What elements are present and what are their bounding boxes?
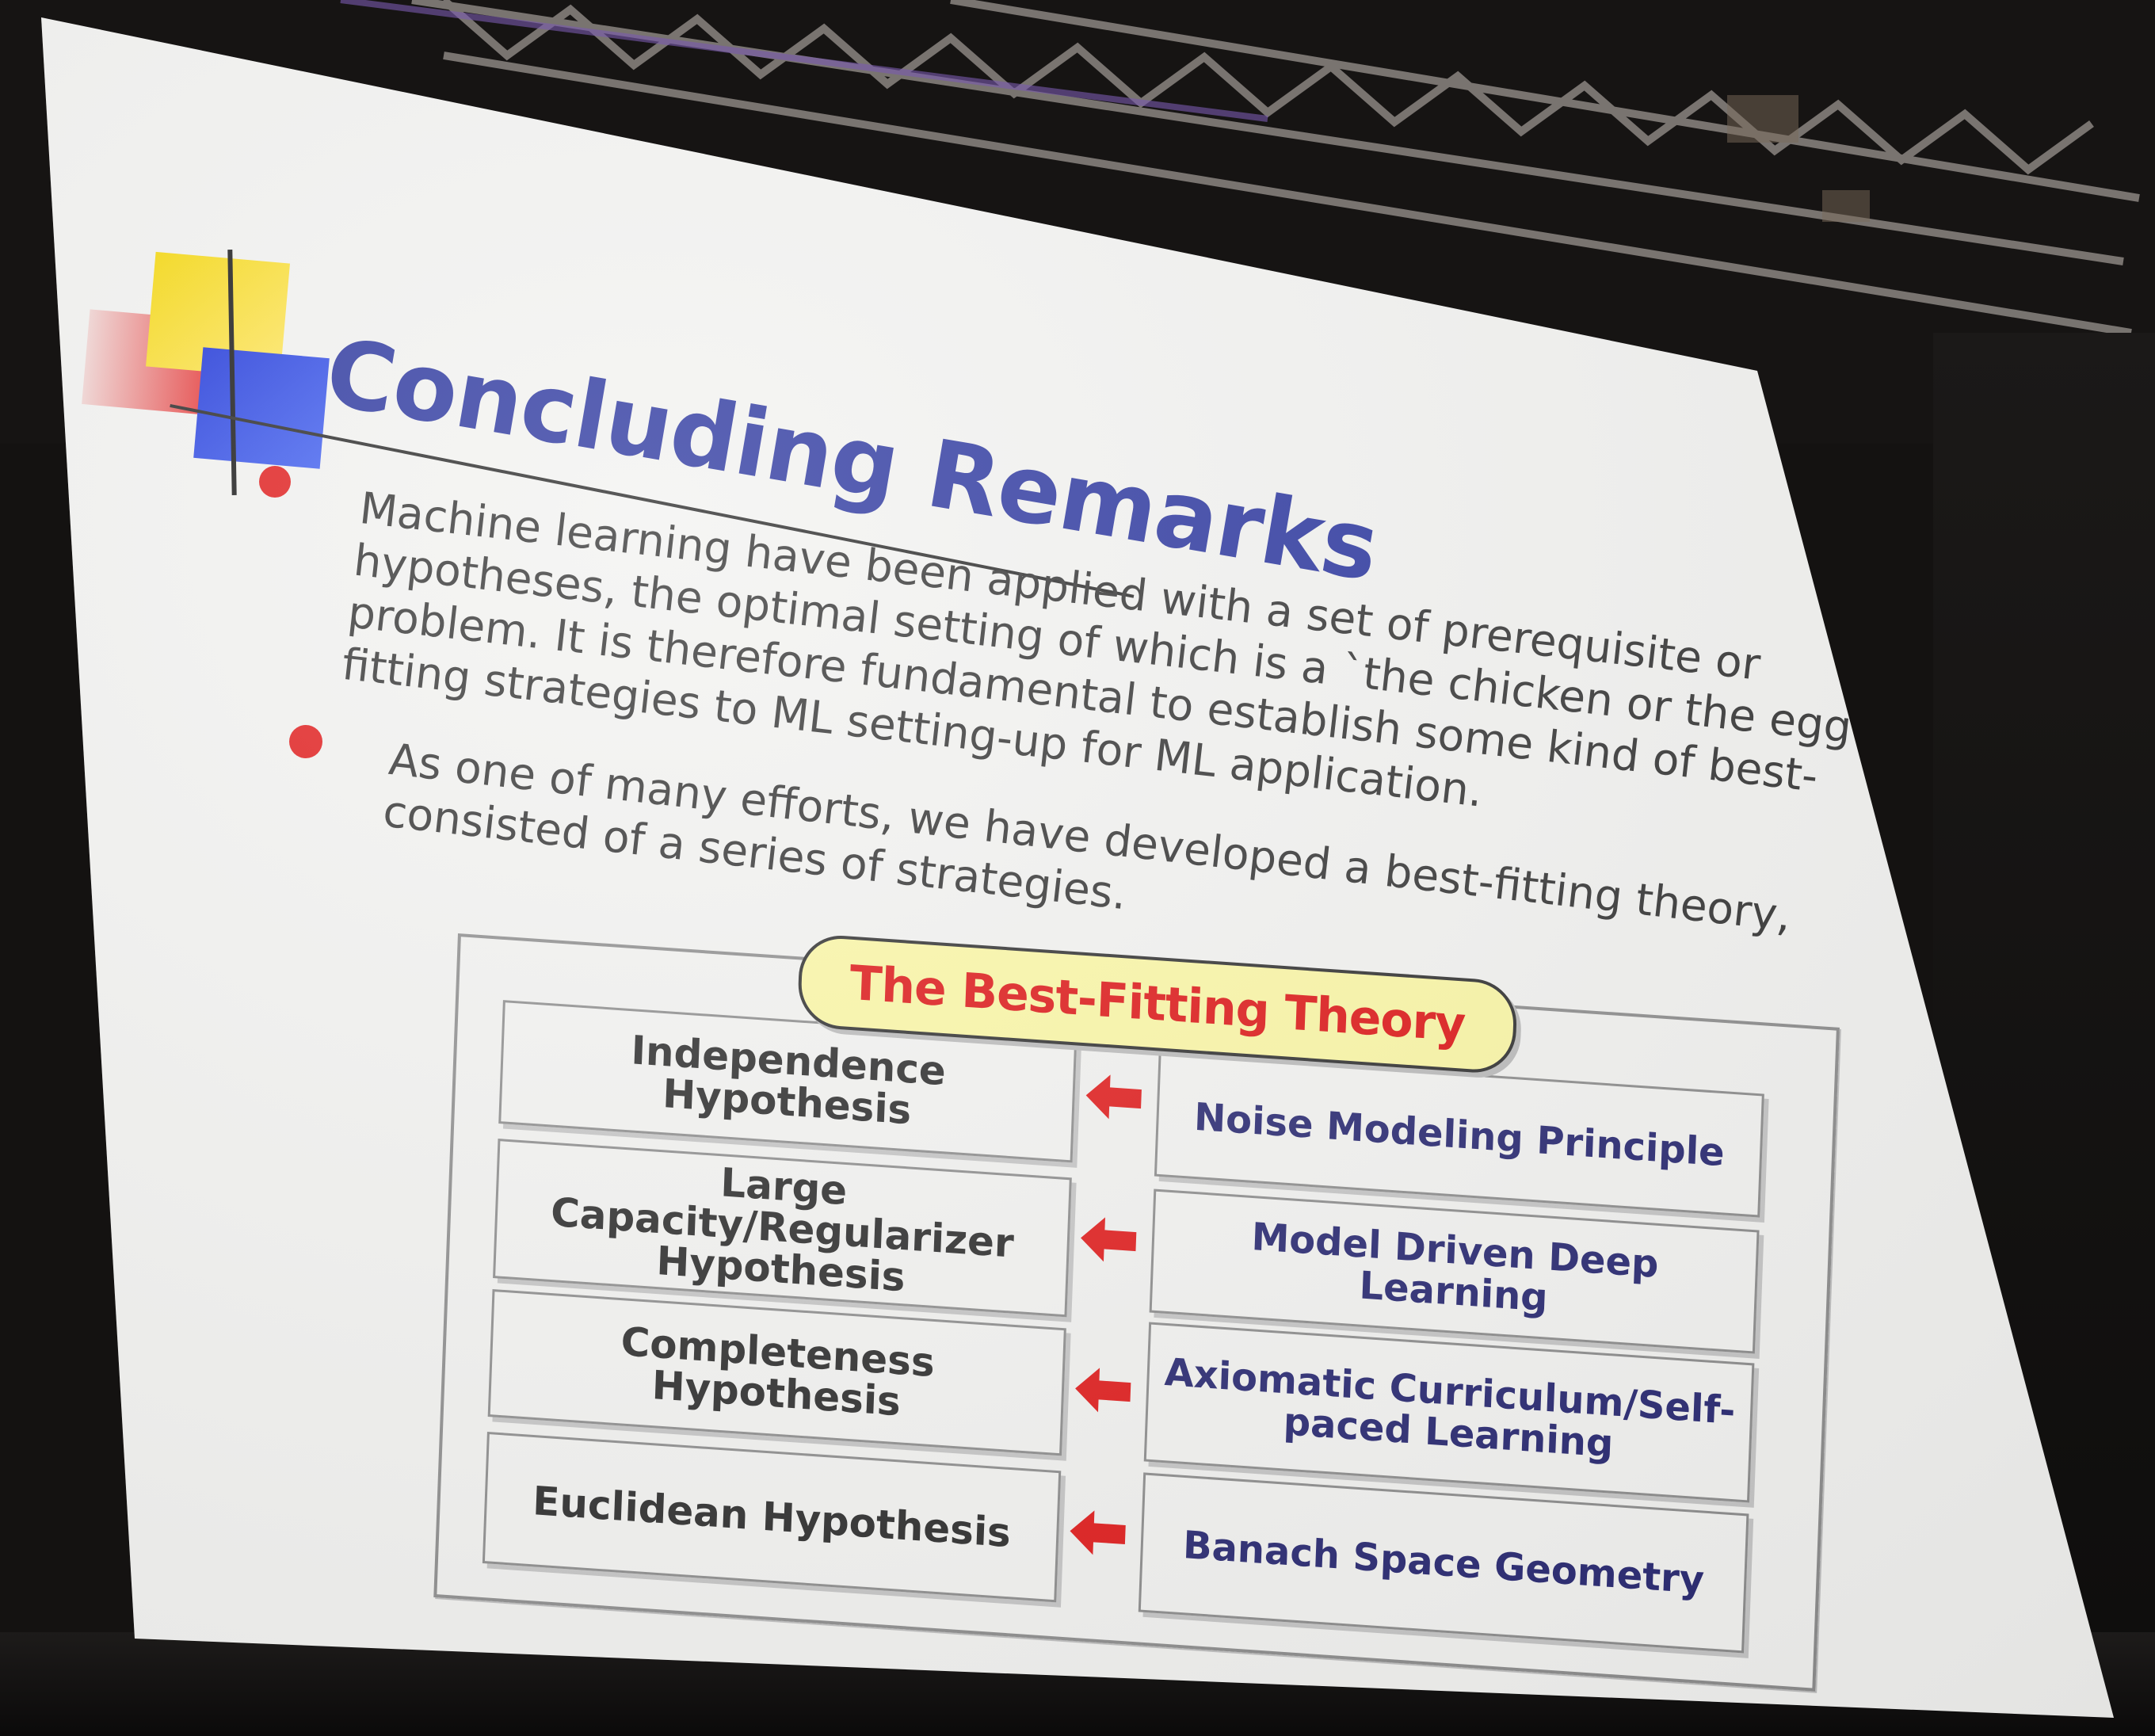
- hypothesis-label: Euclidean Hypothesis: [532, 1478, 1012, 1557]
- best-fitting-diagram: The Best-Fitting Theory Independence Hyp…: [433, 933, 1849, 1692]
- hypothesis-label: Completeness Hypothesis: [620, 1318, 936, 1425]
- left-arrow-icon: [1075, 1368, 1131, 1413]
- strategy-label: Axiomatic Curriculum/Self- paced Learnin…: [1163, 1349, 1737, 1467]
- strategy-label: Banach Space Geometry: [1182, 1523, 1706, 1603]
- strategy-label: Noise Modeling Principle: [1193, 1094, 1726, 1176]
- decor-blue-square: [193, 347, 330, 469]
- bullet-dot-2: [289, 725, 322, 758]
- bullet-dot-1: [259, 466, 291, 498]
- strategy-label: Model Driven Deep Learning: [1250, 1215, 1660, 1321]
- left-arrow-icon: [1070, 1510, 1126, 1555]
- left-arrow-icon: [1085, 1074, 1142, 1120]
- left-arrow-icon: [1081, 1217, 1137, 1262]
